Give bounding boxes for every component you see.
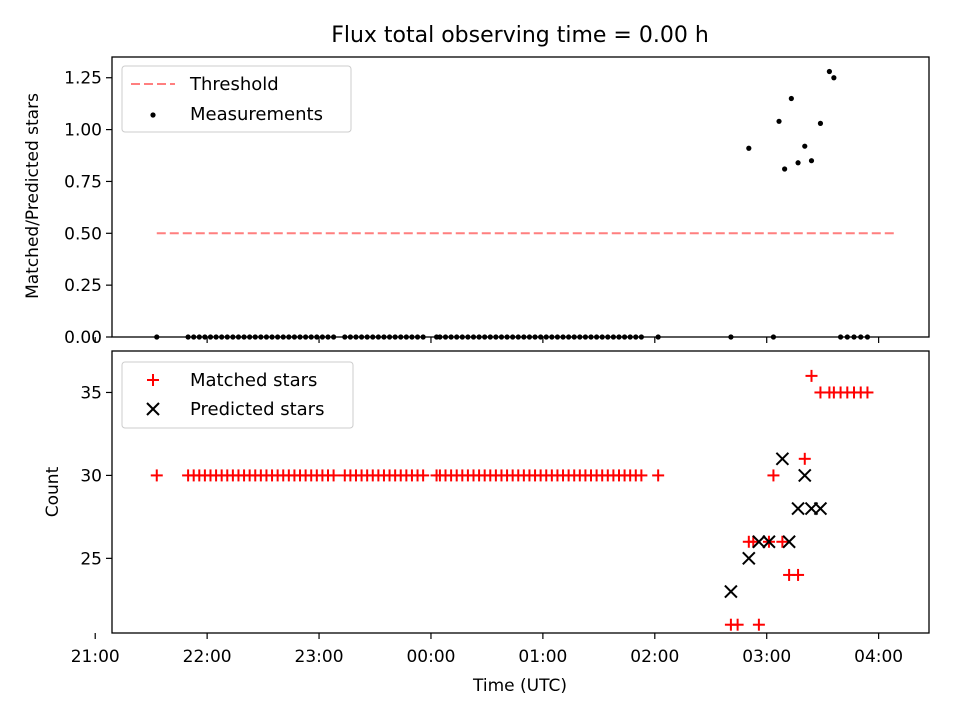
top-panel-legend: Threshold Measurements — [121, 65, 352, 133]
measurement-point — [782, 166, 788, 172]
y-tick-label: 0.25 — [64, 276, 102, 296]
x-tick-label: 02:00 — [630, 647, 679, 667]
top-panel-ylabel: Matched/Predicted stars — [23, 93, 43, 299]
top-panel: Flux total observing time = 0.00 h Match… — [23, 23, 930, 348]
measurements-legend-swatch — [150, 112, 156, 118]
measurement-point — [746, 145, 752, 151]
top-panel-title: Flux total observing time = 0.00 h — [331, 23, 709, 48]
bottom-panel-y-ticks: 25 30 35 — [80, 383, 112, 569]
matched-legend-label: Matched stars — [190, 370, 317, 391]
measurement-point — [817, 120, 824, 126]
y-tick-label: 0.75 — [64, 172, 102, 192]
bottom-panel-xlabel: Time (UTC) — [472, 676, 567, 696]
predicted-legend-label: Predicted stars — [190, 399, 324, 420]
matched-star-point — [752, 618, 765, 631]
y-tick-label: 0.50 — [64, 224, 102, 244]
x-tick-label: 01:00 — [518, 647, 567, 667]
matched-star-point — [635, 469, 648, 482]
measurement-point — [795, 160, 801, 166]
x-tick-label: 03:00 — [742, 647, 791, 667]
measurement-point — [776, 118, 782, 124]
matched-star-point — [747, 535, 760, 548]
matched-star-point — [861, 386, 874, 399]
matched-star-point — [731, 618, 744, 631]
predicted-star-point — [724, 584, 738, 599]
y-tick-label: 0.00 — [64, 328, 102, 348]
predicted-star-point — [791, 501, 805, 516]
measurement-point — [802, 143, 808, 149]
matched-star-point — [792, 568, 805, 581]
bottom-panel-legend: Matched stars Predicted stars — [121, 361, 354, 429]
bottom-panel: Count Time (UTC) 25 30 35 21:00 22:00 23:00 0… — [43, 350, 930, 696]
x-tick-label: 23:00 — [295, 647, 344, 667]
matched-legend-swatch — [147, 374, 159, 386]
predicted-star-point — [798, 468, 812, 483]
predicted-star-point — [782, 535, 796, 549]
x-tick-label: 21:00 — [71, 647, 120, 667]
top-legend-box — [121, 65, 352, 133]
x-tick-label: 04:00 — [854, 647, 903, 667]
predicted-star-point — [752, 535, 766, 549]
bottom-panel-x-ticks: 21:00 22:00 23:00 00:00 01:00 02:00 03:00 04:00 — [71, 633, 903, 667]
measurement-point — [831, 75, 837, 81]
matched-star-point — [776, 535, 789, 548]
bottom-legend-box — [121, 361, 354, 429]
bottom-panel-plot-area — [150, 369, 874, 631]
predicted-star-point — [762, 535, 776, 549]
measurement-point — [788, 95, 794, 102]
predicted-star-point — [813, 501, 828, 516]
predicted-legend-swatch — [146, 402, 160, 416]
measurement-point — [826, 68, 832, 75]
matched-star-point — [417, 469, 430, 482]
matched-star-point — [652, 469, 665, 482]
bottom-panel-frame — [111, 350, 930, 634]
measurements-legend-label: Measurements — [190, 104, 323, 125]
matched-star-point — [805, 369, 818, 382]
threshold-legend-label: Threshold — [189, 74, 279, 95]
predicted-star-point — [775, 452, 790, 466]
measurement-point — [808, 158, 815, 164]
matched-star-point — [327, 469, 340, 482]
matched-star-point — [150, 469, 163, 482]
y-tick-label: 1.00 — [64, 121, 102, 141]
matched-star-point — [798, 452, 811, 465]
y-tick-label: 35 — [80, 383, 102, 403]
bottom-panel-ylabel: Count — [43, 466, 63, 517]
predicted-star-point — [742, 551, 756, 566]
top-panel-frame — [111, 56, 930, 338]
y-tick-label: 1.25 — [64, 69, 102, 89]
top-panel-y-ticks: 0.00 0.25 0.50 0.75 1.00 1.25 — [64, 69, 112, 348]
x-tick-label: 22:00 — [183, 647, 232, 667]
matched-star-point — [767, 469, 780, 482]
y-tick-label: 25 — [80, 549, 102, 569]
x-tick-label: 00:00 — [406, 647, 455, 667]
y-tick-label: 30 — [80, 466, 102, 486]
